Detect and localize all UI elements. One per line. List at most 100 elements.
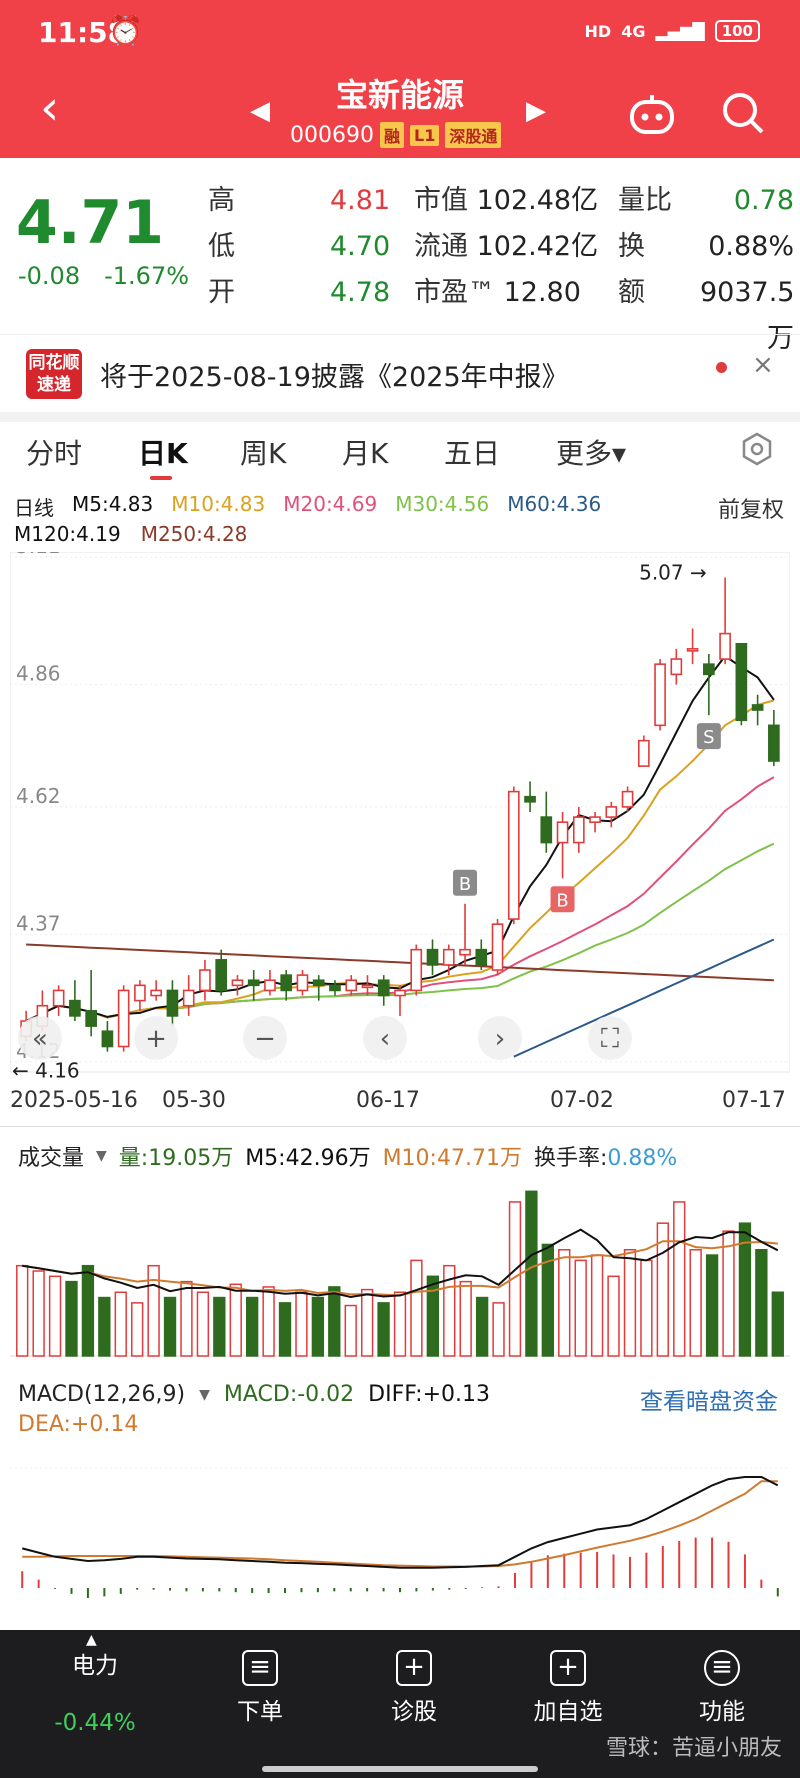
- pan-left-icon[interactable]: [363, 1016, 407, 1060]
- y-tick-label: 4.62: [16, 784, 61, 808]
- volume-bar: [623, 1249, 637, 1357]
- ma30-label: M30:4.56: [395, 492, 490, 516]
- chevron-down-icon[interactable]: ▼: [96, 1148, 107, 1164]
- date-tick: 2025-05-16: [10, 1088, 138, 1113]
- ma5-label: M5:4.83: [72, 492, 154, 516]
- volume-bar: [32, 1270, 45, 1357]
- price-change-pct: -1.67%: [104, 262, 190, 290]
- volume-indicator-select[interactable]: 成交量: [18, 1146, 85, 1171]
- pan-right-icon[interactable]: [478, 1016, 522, 1060]
- candle-body: [150, 989, 163, 997]
- tab-daily[interactable]: 日K: [138, 437, 188, 470]
- volume-bar: [48, 1275, 62, 1357]
- volume-bar: [344, 1304, 357, 1357]
- volume-bar: [295, 1291, 308, 1357]
- ma10-line: [25, 699, 775, 1022]
- volume-bar: [377, 1302, 390, 1357]
- diff-line: [21, 1476, 779, 1569]
- prev-stock-icon[interactable]: ◀: [250, 96, 270, 126]
- volume-bar: [114, 1291, 127, 1357]
- nav-diagnose-label: 诊股: [391, 1699, 437, 1725]
- trade-marker-box: [550, 886, 575, 913]
- volume-bar: [722, 1230, 735, 1357]
- chevron-up-icon[interactable]: ▲: [86, 1632, 97, 1648]
- last-price: 4.71: [16, 188, 165, 258]
- tab-monthly[interactable]: 月K: [342, 437, 389, 470]
- mktcap-label: 市值: [414, 185, 468, 216]
- macd-indicator-select[interactable]: MACD(12,26,9): [18, 1382, 186, 1407]
- volume-bar: [180, 1280, 193, 1357]
- candle-body: [703, 663, 715, 676]
- volume-bar: [262, 1286, 275, 1357]
- candlestick-chart[interactable]: 5.114.864.624.374.125.07 →← 4.16BBS«+−‹›…: [10, 552, 790, 1082]
- sector-name[interactable]: 电力: [72, 1653, 118, 1679]
- period-tabs: 分时 日K 周K 月K 五日 更多▾: [0, 426, 800, 482]
- adjust-mode[interactable]: 前复权: [717, 498, 784, 523]
- nav-order-label: 下单: [237, 1699, 283, 1725]
- nav-order[interactable]: ≡ 下单: [200, 1650, 320, 1726]
- dark-pool-link[interactable]: 查看暗盘资金: [640, 1389, 778, 1415]
- volume-bar: [492, 1302, 505, 1357]
- nav-functions-label: 功能: [699, 1699, 745, 1725]
- candle-body: [719, 632, 731, 660]
- order-icon: ≡: [242, 1650, 278, 1686]
- volume-bar: [131, 1302, 144, 1357]
- candle-body: [459, 948, 471, 956]
- candle-body: [556, 821, 569, 844]
- volume-bar: [65, 1280, 78, 1357]
- next-stock-icon[interactable]: ▶: [526, 96, 546, 126]
- volume-bar: [278, 1302, 292, 1357]
- pan-right-icon-glyph: ›: [495, 1024, 505, 1054]
- ma-legend-row2: M120:4.19 M250:4.28: [14, 522, 247, 546]
- candle-body: [361, 984, 374, 989]
- candle-body: [751, 704, 764, 711]
- close-icon[interactable]: ×: [752, 350, 774, 380]
- volume-bar: [656, 1222, 669, 1357]
- stock-name: 宝新能源: [335, 76, 464, 114]
- tab-intraday[interactable]: 分时: [26, 437, 83, 470]
- candle-body: [426, 948, 439, 966]
- nav-add-watchlist[interactable]: + 加自选: [508, 1650, 628, 1726]
- volume-bar: [673, 1201, 686, 1357]
- zoom-in-icon[interactable]: [134, 1016, 178, 1060]
- tab-five-day[interactable]: 五日: [444, 437, 501, 470]
- candle-body: [264, 979, 276, 992]
- chevron-down-icon[interactable]: ▼: [199, 1386, 210, 1403]
- menu-icon: ≡: [704, 1650, 740, 1686]
- trade-marker-label: S: [703, 727, 714, 748]
- nav-diagnose[interactable]: + 诊股: [354, 1650, 474, 1726]
- search-icon[interactable]: [720, 90, 766, 136]
- zoom-out-icon[interactable]: [18, 1016, 62, 1060]
- candle-body: [768, 724, 780, 762]
- home-indicator[interactable]: [262, 1766, 538, 1772]
- zoom-minus-icon[interactable]: [243, 1016, 287, 1060]
- macd-chart: [10, 1467, 790, 1599]
- fullscreen-icon[interactable]: [588, 1016, 632, 1060]
- tab-more[interactable]: 更多▾: [556, 437, 627, 470]
- notice-banner[interactable]: 同花顺 速递 将于2025-08-19披露《2025年中报》: [0, 334, 800, 412]
- candle-body: [589, 816, 601, 823]
- settings-icon[interactable]: [740, 432, 774, 466]
- min-price-label: ← 4.16: [12, 1059, 80, 1082]
- candle-body: [670, 658, 683, 676]
- tag-margin: 融: [379, 122, 404, 148]
- tab-weekly[interactable]: 周K: [240, 437, 287, 470]
- robot-icon[interactable]: [628, 92, 676, 136]
- back-icon[interactable]: ‹: [40, 80, 60, 136]
- status-time: 11:58: [38, 16, 128, 49]
- volume-bar: [574, 1259, 587, 1357]
- date-tick: 06-17: [356, 1088, 420, 1113]
- ma250-label: M250:4.28: [140, 522, 248, 546]
- volume-bar: [525, 1190, 538, 1357]
- volume-bar: [328, 1286, 341, 1357]
- volume-bar: [459, 1280, 472, 1357]
- low-value: 4.70: [330, 231, 391, 262]
- volume-bar: [755, 1249, 768, 1357]
- ma250-line: [26, 943, 774, 982]
- notice-logo-line2: 速递: [37, 375, 71, 395]
- trade-marker-box: [696, 723, 721, 750]
- volume-legend: 成交量 ▼ 量:19.05万 M5:42.96万 M10:47.71万 换手率:…: [18, 1140, 677, 1172]
- zoom-out-icon-glyph: «: [32, 1024, 48, 1054]
- candle-body: [394, 989, 406, 997]
- nav-functions[interactable]: ≡ 功能: [662, 1650, 782, 1726]
